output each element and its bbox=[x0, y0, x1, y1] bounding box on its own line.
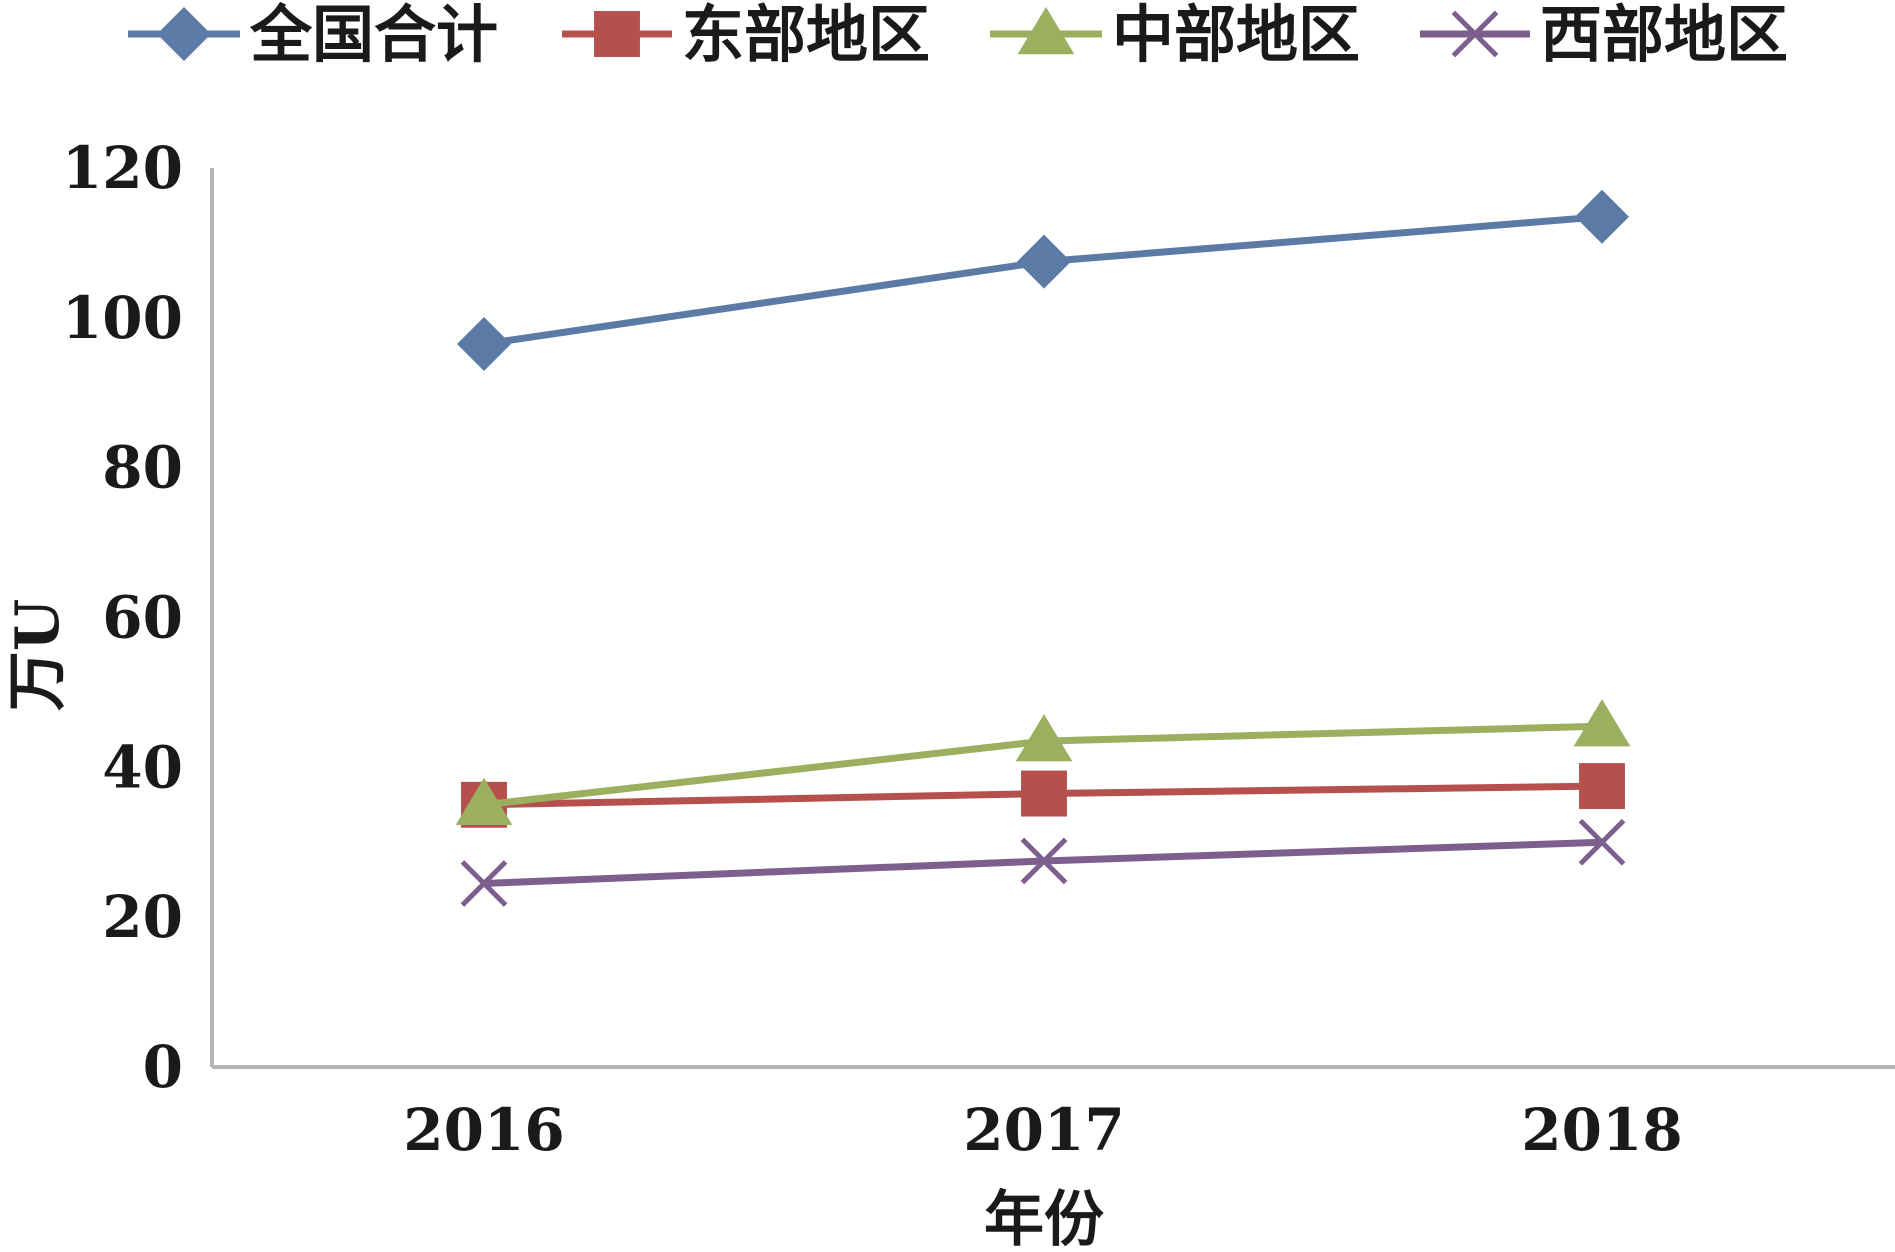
plot-area bbox=[455, 189, 1631, 907]
y-tick-label: 100 bbox=[62, 284, 183, 352]
legend-label: 西部地区 bbox=[1540, 0, 1788, 71]
x-tick-label: 2016 bbox=[403, 1096, 564, 1164]
data-point bbox=[1579, 763, 1625, 810]
legend-item: 中部地区 bbox=[990, 0, 1360, 71]
data-point bbox=[1020, 837, 1068, 885]
y-tick-label: 80 bbox=[102, 434, 183, 502]
legend-label: 中部地区 bbox=[1112, 0, 1360, 71]
data-point bbox=[455, 777, 513, 826]
legend-marker bbox=[157, 7, 211, 61]
y-axis-title: 万U bbox=[3, 599, 73, 711]
data-point bbox=[460, 860, 508, 907]
y-axis-ticks: 0 20 40 60 80 100 120 bbox=[62, 134, 183, 1101]
series-3 bbox=[455, 699, 1631, 826]
y-tick-label: 20 bbox=[102, 883, 183, 951]
x-tick-label: 2018 bbox=[1521, 1096, 1682, 1164]
data-point bbox=[1573, 699, 1631, 747]
data-point bbox=[1015, 714, 1073, 762]
y-tick-label: 40 bbox=[102, 733, 183, 801]
data-point bbox=[1017, 234, 1071, 289]
data-point bbox=[1575, 189, 1629, 244]
legend-item: 西部地区 bbox=[1420, 0, 1788, 71]
legend-marker bbox=[594, 11, 640, 57]
series-4 bbox=[460, 818, 1626, 907]
series-2 bbox=[461, 763, 1625, 828]
legend-label: 全国合计 bbox=[249, 0, 498, 71]
y-tick-label: 60 bbox=[102, 584, 183, 652]
x-axis-title: 年份 bbox=[984, 1185, 1104, 1252]
y-tick-label: 120 bbox=[62, 134, 183, 202]
legend-label: 东部地区 bbox=[682, 0, 930, 71]
legend: 全国合计 东部地区 中部地区 西部地区 bbox=[128, 0, 1788, 71]
legend-item: 东部地区 bbox=[562, 0, 930, 71]
legend-item: 全国合计 bbox=[128, 0, 498, 71]
axes bbox=[210, 168, 1895, 1069]
data-point bbox=[457, 317, 511, 372]
x-axis-ticks: 2016 2017 2018 bbox=[403, 1096, 1682, 1164]
legend-marker bbox=[1451, 10, 1499, 58]
data-point bbox=[1578, 818, 1626, 866]
y-tick-label: 0 bbox=[143, 1033, 183, 1101]
x-tick-label: 2017 bbox=[963, 1096, 1124, 1164]
series-1 bbox=[457, 189, 1629, 372]
legend-marker bbox=[1017, 7, 1075, 55]
data-point bbox=[1021, 770, 1067, 817]
